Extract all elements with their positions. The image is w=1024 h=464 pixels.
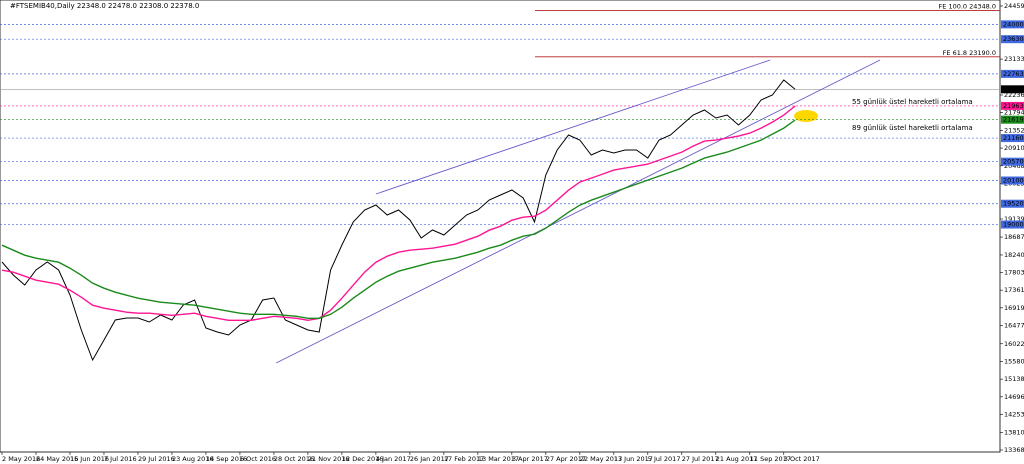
series-line <box>1 119 796 319</box>
annotation: 89 günlük üstel hareketli ortalama <box>852 124 973 132</box>
x-tick-label: 17 Feb 2017 <box>444 455 484 463</box>
series-line <box>1 79 796 362</box>
y-tick-label: 16477.0 <box>1004 322 1024 330</box>
y-tick-label: 14253.0 <box>1004 411 1024 419</box>
level-label: 21963.0 <box>1003 102 1024 110</box>
y-tick-label: 13368.0 <box>1004 446 1024 454</box>
level-box <box>1001 69 1024 78</box>
fibo-label: FE 100.0 24348.0 <box>939 2 996 10</box>
x-tick-label: 29 Jul 2016 <box>138 455 175 463</box>
x-tick-label: 26 Jan 2017 <box>410 455 449 463</box>
trend-line <box>275 59 881 364</box>
y-tick-label: 20910.0 <box>1004 144 1024 152</box>
x-tick-label: 5 Jul 2017 <box>648 455 681 463</box>
y-tick-label: 17803.0 <box>1004 268 1024 276</box>
level-label: 19000.0 <box>1003 221 1024 229</box>
level-label: 20100.0 <box>1003 177 1024 185</box>
level-label: 22763.0 <box>1003 70 1024 78</box>
y-tick-label: 22236.0 <box>1004 91 1024 99</box>
annotation: 55 günlük üstel hareketli ortalama <box>852 98 973 106</box>
level-box <box>1001 20 1024 29</box>
level-box <box>1001 220 1024 229</box>
y-tick-label: 21794.0 <box>1004 109 1024 117</box>
y-tick-label: 14696.0 <box>1004 393 1024 401</box>
y-tick-label: 18687.0 <box>1004 233 1024 241</box>
trend-line <box>375 59 771 195</box>
y-tick-label: 13810.0 <box>1004 428 1024 436</box>
x-tick-label: 23 Aug 2016 <box>172 455 214 463</box>
y-tick-label: 16919.0 <box>1004 304 1024 312</box>
x-tick-label: 2 May 2016 <box>2 455 40 463</box>
y-tick-label: 21352.0 <box>1004 126 1024 134</box>
x-tick-label: 15 Jun 2016 <box>70 455 109 463</box>
y-tick-label: 15138.0 <box>1004 375 1024 383</box>
x-tick-label: 6 Oct 2016 <box>240 455 276 463</box>
level-label: 19520.0 <box>1003 200 1024 208</box>
x-tick-label: 21 Nov 2016 <box>308 455 350 463</box>
level-label: 21160.0 <box>1003 134 1024 142</box>
x-tick-label: 27 Jul 2017 <box>682 455 719 463</box>
level-label: 20570.0 <box>1003 158 1024 166</box>
y-tick-label: 17361.0 <box>1004 286 1024 294</box>
x-tick-label: 4 Jan 2017 <box>376 455 411 463</box>
level-box <box>1001 157 1024 166</box>
level-box <box>1001 115 1024 124</box>
x-tick-label: 22 May 2017 <box>580 455 622 463</box>
fibo-label: FE 61.8 23190.0 <box>943 49 996 57</box>
x-tick-label: 12 Dec 2016 <box>342 455 384 463</box>
chart-title: #FTSEMIB40,Daily 22348.0 22478.0 22308.0… <box>10 2 199 10</box>
y-tick-label: 23133.0 <box>1004 55 1024 63</box>
x-tick-label: 21 Aug 2017 <box>716 455 758 463</box>
x-tick-label: 13 Jun 2017 <box>614 455 653 463</box>
series-line <box>1 105 796 322</box>
highlight-ellipse <box>794 110 818 122</box>
x-tick-label: 11 Sep 2017 <box>750 455 791 463</box>
y-tick-label: 20468.0 <box>1004 162 1024 170</box>
level-label: 23630.0 <box>1003 35 1024 43</box>
y-tick-label: 19139.0 <box>1004 215 1024 223</box>
x-tick-label: 14 Sep 2016 <box>206 455 247 463</box>
level-box <box>1001 35 1024 44</box>
level-box <box>1001 134 1024 143</box>
level-label: 24000.0 <box>1003 20 1024 28</box>
x-tick-label: 13 Mar 2017 <box>478 455 519 463</box>
y-tick-label: 18240.0 <box>1004 251 1024 259</box>
x-tick-label: 3 Apr 2017 <box>512 455 548 463</box>
x-tick-label: 28 Oct 2016 <box>274 455 314 463</box>
level-box <box>1001 199 1024 208</box>
y-tick-label: 24459.0 <box>1004 2 1024 10</box>
y-tick-label: 15580.0 <box>1004 357 1024 365</box>
level-label: 21619.0 <box>1003 116 1024 124</box>
level-box <box>1001 176 1024 185</box>
x-tick-label: 24 May 2016 <box>36 455 78 463</box>
x-tick-label: 3 Oct 2017 <box>784 455 820 463</box>
level-label: 22378.0 <box>1003 85 1024 93</box>
x-tick-label: 7 Jul 2016 <box>104 455 137 463</box>
level-box <box>1001 101 1024 110</box>
x-tick-label: 27 Apr 2017 <box>546 455 586 463</box>
level-box <box>1001 85 1024 94</box>
y-tick-label: 16022.0 <box>1004 340 1024 348</box>
